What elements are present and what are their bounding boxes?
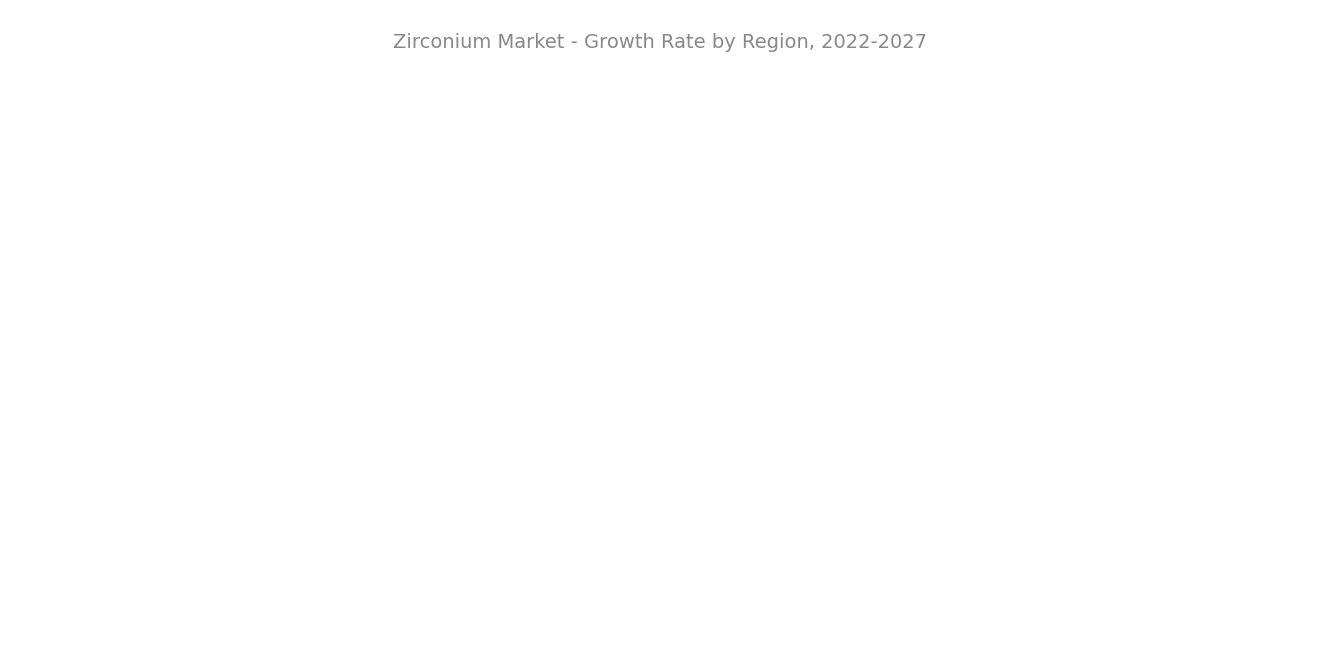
Text: Zirconium Market - Growth Rate by Region, 2022-2027: Zirconium Market - Growth Rate by Region… <box>393 33 927 53</box>
